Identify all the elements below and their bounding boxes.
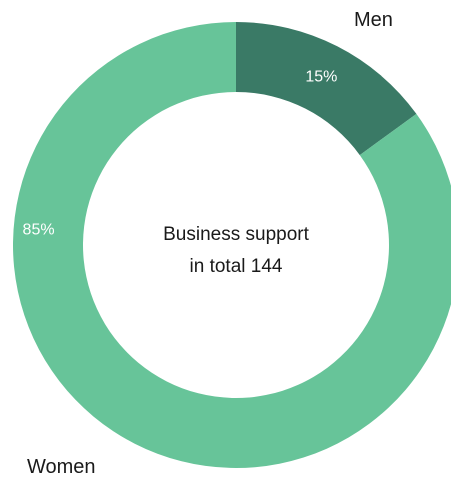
center-total: in total 144 [189,256,283,277]
category-label-women: Women [27,456,96,478]
value-label-women: 85% [23,221,55,238]
category-label-men: Men [354,9,393,31]
slice-women [13,22,451,468]
center-title: Business support [163,224,309,245]
value-label-men: 15% [305,69,337,86]
slice-men [236,22,417,156]
